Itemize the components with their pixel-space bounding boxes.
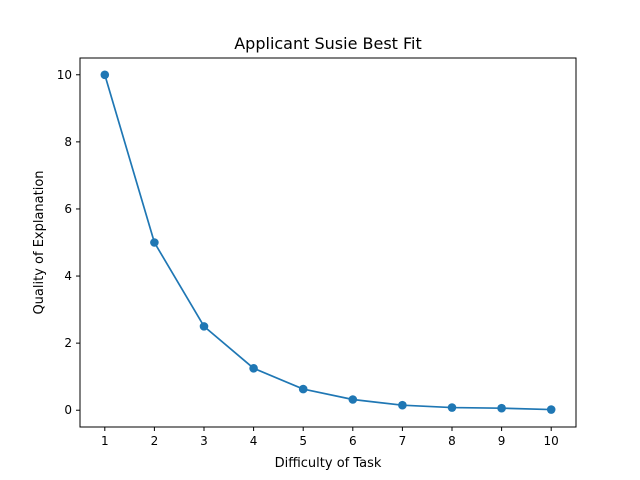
x-tick-label: 3 xyxy=(200,434,208,448)
data-point xyxy=(546,405,556,414)
y-tick-label: 4 xyxy=(64,269,72,283)
plot-frame xyxy=(79,57,577,428)
x-axis: 1 2 3 4 5 6 7 8 9 10 xyxy=(101,427,559,448)
y-tick-label: 10 xyxy=(57,68,72,82)
x-tick-label: 7 xyxy=(399,434,407,448)
data-point xyxy=(150,238,159,247)
data-point xyxy=(298,384,308,394)
chart-title: Applicant Susie Best Fit xyxy=(234,34,422,53)
x-tick-label: 1 xyxy=(101,434,109,448)
data-point xyxy=(100,70,110,80)
x-tick-label: 4 xyxy=(250,434,258,448)
data-point xyxy=(348,395,358,404)
x-tick-label: 6 xyxy=(349,434,357,448)
x-axis-label: Difficulty of Task xyxy=(275,456,382,471)
data-point xyxy=(497,403,506,413)
y-tick-label: 6 xyxy=(64,202,72,216)
x-tick-label: 5 xyxy=(299,434,307,448)
series-line xyxy=(103,74,552,411)
y-tick-label: 2 xyxy=(64,336,72,350)
x-tick-label: 9 xyxy=(498,434,506,448)
y-axis-label: Quality of Explanation xyxy=(32,170,47,314)
x-tick-label: 2 xyxy=(151,434,159,448)
x-tick-label: 8 xyxy=(448,434,456,448)
data-point xyxy=(398,400,407,410)
data-point xyxy=(249,363,258,373)
data-point xyxy=(447,403,457,412)
y-tick-label: 8 xyxy=(64,135,72,149)
y-axis: 0 2 4 6 8 10 xyxy=(57,68,80,417)
data-point xyxy=(199,322,209,331)
series-layer xyxy=(100,70,556,414)
x-tick-label: 10 xyxy=(544,434,559,448)
y-tick-label: 0 xyxy=(64,403,72,417)
